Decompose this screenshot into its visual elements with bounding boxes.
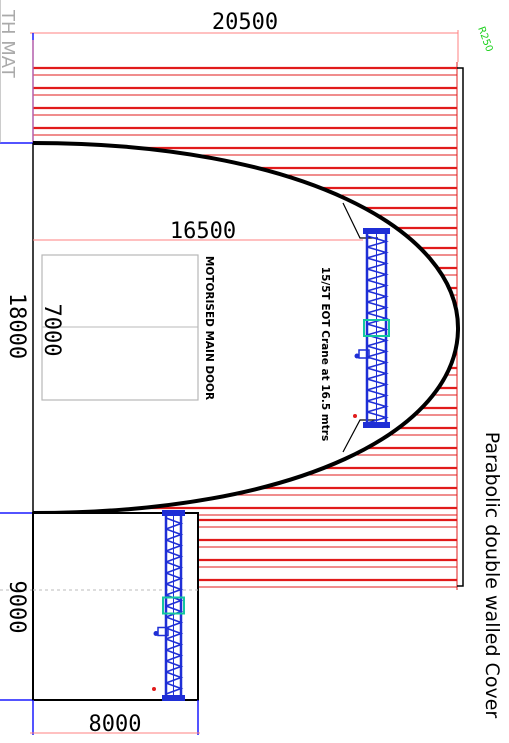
crane-lacing bbox=[366, 345, 389, 358]
eot-crane-main bbox=[353, 228, 390, 428]
crane-lacing bbox=[366, 356, 389, 369]
crane-lacing bbox=[165, 627, 184, 640]
crane-label: 15/5T EOT Crane at 16.5 mtrs bbox=[319, 267, 331, 441]
crane-lacing bbox=[165, 616, 184, 629]
lower-annex bbox=[30, 512, 200, 735]
crane-lacing bbox=[366, 301, 389, 314]
crane-lacing bbox=[165, 572, 184, 585]
crane-marker bbox=[353, 414, 357, 418]
crane-lacing bbox=[165, 649, 184, 662]
crane-lacing bbox=[165, 550, 184, 563]
crane-marker bbox=[152, 687, 156, 691]
crane-lacing bbox=[366, 290, 389, 303]
crane-lacing bbox=[165, 539, 184, 552]
crane-lacing bbox=[165, 671, 184, 684]
left-height-label: 18000 bbox=[4, 293, 29, 359]
drawing-title: Parabolic double walled Cover bbox=[481, 432, 503, 719]
crane-lacing bbox=[165, 682, 184, 695]
crane-lacing bbox=[366, 312, 389, 325]
crane-lacing bbox=[366, 389, 389, 402]
door-label: MOTORISED MAIN DOOR bbox=[203, 256, 215, 400]
crane-hook bbox=[153, 631, 159, 636]
crane-trolley bbox=[363, 319, 390, 337]
eot-crane-lower bbox=[152, 510, 185, 701]
annex-width-label: 8000 bbox=[89, 712, 142, 737]
crane-lacing bbox=[366, 246, 389, 259]
title-bracket bbox=[457, 67, 464, 587]
crane-end-carriage bbox=[363, 228, 390, 234]
crane-lacing bbox=[366, 279, 389, 292]
wall-stripes-lower bbox=[198, 518, 457, 588]
crane-lacing bbox=[366, 323, 389, 336]
annex-height-label: 9000 bbox=[4, 581, 29, 634]
crane-lacing bbox=[165, 660, 184, 673]
inner-width-label: 16500 bbox=[170, 219, 236, 244]
crane-trolley bbox=[162, 596, 185, 615]
radius-note: R250 bbox=[475, 25, 494, 53]
crane-lacing bbox=[165, 638, 184, 651]
crane-lacing bbox=[366, 411, 389, 424]
crane-end-carriage bbox=[162, 695, 185, 701]
door-width-label: 7000 bbox=[39, 304, 64, 357]
crane-hook bbox=[354, 353, 360, 359]
crane-lacing bbox=[165, 583, 184, 596]
parabolic-outline bbox=[32, 141, 461, 515]
crane-end-carriage bbox=[162, 510, 185, 516]
crane-lacing bbox=[366, 257, 389, 270]
crane-lacing bbox=[366, 378, 389, 391]
crane-hoist bbox=[157, 626, 169, 637]
crane-lacing bbox=[165, 561, 184, 574]
cropped-label: TH MAT bbox=[0, 9, 18, 79]
crane-end-carriage bbox=[363, 422, 390, 428]
crane-lacing bbox=[165, 517, 184, 530]
crane-lacing bbox=[366, 235, 389, 248]
crane-lacing bbox=[366, 400, 389, 413]
crane-lacing bbox=[366, 268, 389, 281]
top-width-label: 20500 bbox=[212, 10, 278, 35]
crane-lacing bbox=[165, 605, 184, 618]
crane-lacing bbox=[165, 528, 184, 541]
door-box-overlay bbox=[33, 239, 363, 401]
top-dimension bbox=[30, 30, 459, 143]
crane-hoist bbox=[358, 349, 370, 359]
crane-lacing bbox=[366, 367, 389, 380]
